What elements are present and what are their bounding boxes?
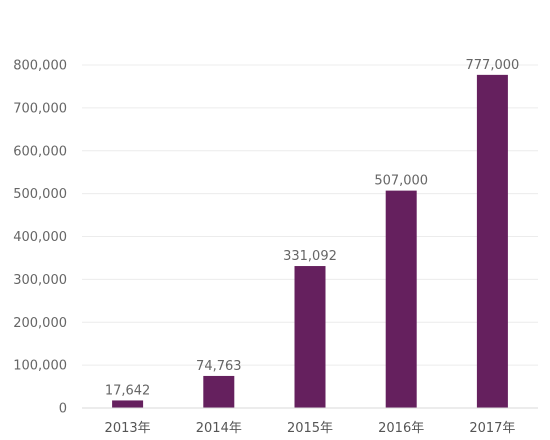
data-labels: 17,642 74,763 331,092 507,000 777,000 [105,58,519,399]
data-label: 74,763 [196,359,242,374]
y-tick-label: 600,000 [13,144,67,159]
data-label: 17,642 [105,383,151,398]
y-tick-label: 300,000 [13,273,67,288]
bar [112,400,144,408]
y-tick-label: 200,000 [13,316,67,331]
data-label: 507,000 [374,174,428,189]
y-tick-label: 0 [59,402,67,417]
y-tick-label: 700,000 [13,101,67,116]
y-tick-label: 500,000 [13,187,67,202]
y-tick-label: 400,000 [13,230,67,245]
data-label: 331,092 [283,249,337,264]
bar [476,74,508,408]
bar [385,190,417,408]
x-tick-label: 2014年 [196,421,242,436]
y-tick-label: 800,000 [13,59,67,74]
x-tick-label: 2013年 [105,421,151,436]
x-tick-label: 2015年 [287,421,333,436]
x-tick-label: 2016年 [378,421,424,436]
bar [294,266,326,408]
bars [112,74,508,408]
data-label: 777,000 [466,58,520,73]
y-tick-label: 100,000 [13,359,67,374]
x-axis-ticks: 2013年 2014年 2015年 2016年 2017年 [105,421,516,436]
y-axis-ticks: 0 100,000 200,000 300,000 400,000 500,000 600,… [13,59,67,417]
x-tick-label: 2017年 [469,421,515,436]
bar [203,375,235,408]
